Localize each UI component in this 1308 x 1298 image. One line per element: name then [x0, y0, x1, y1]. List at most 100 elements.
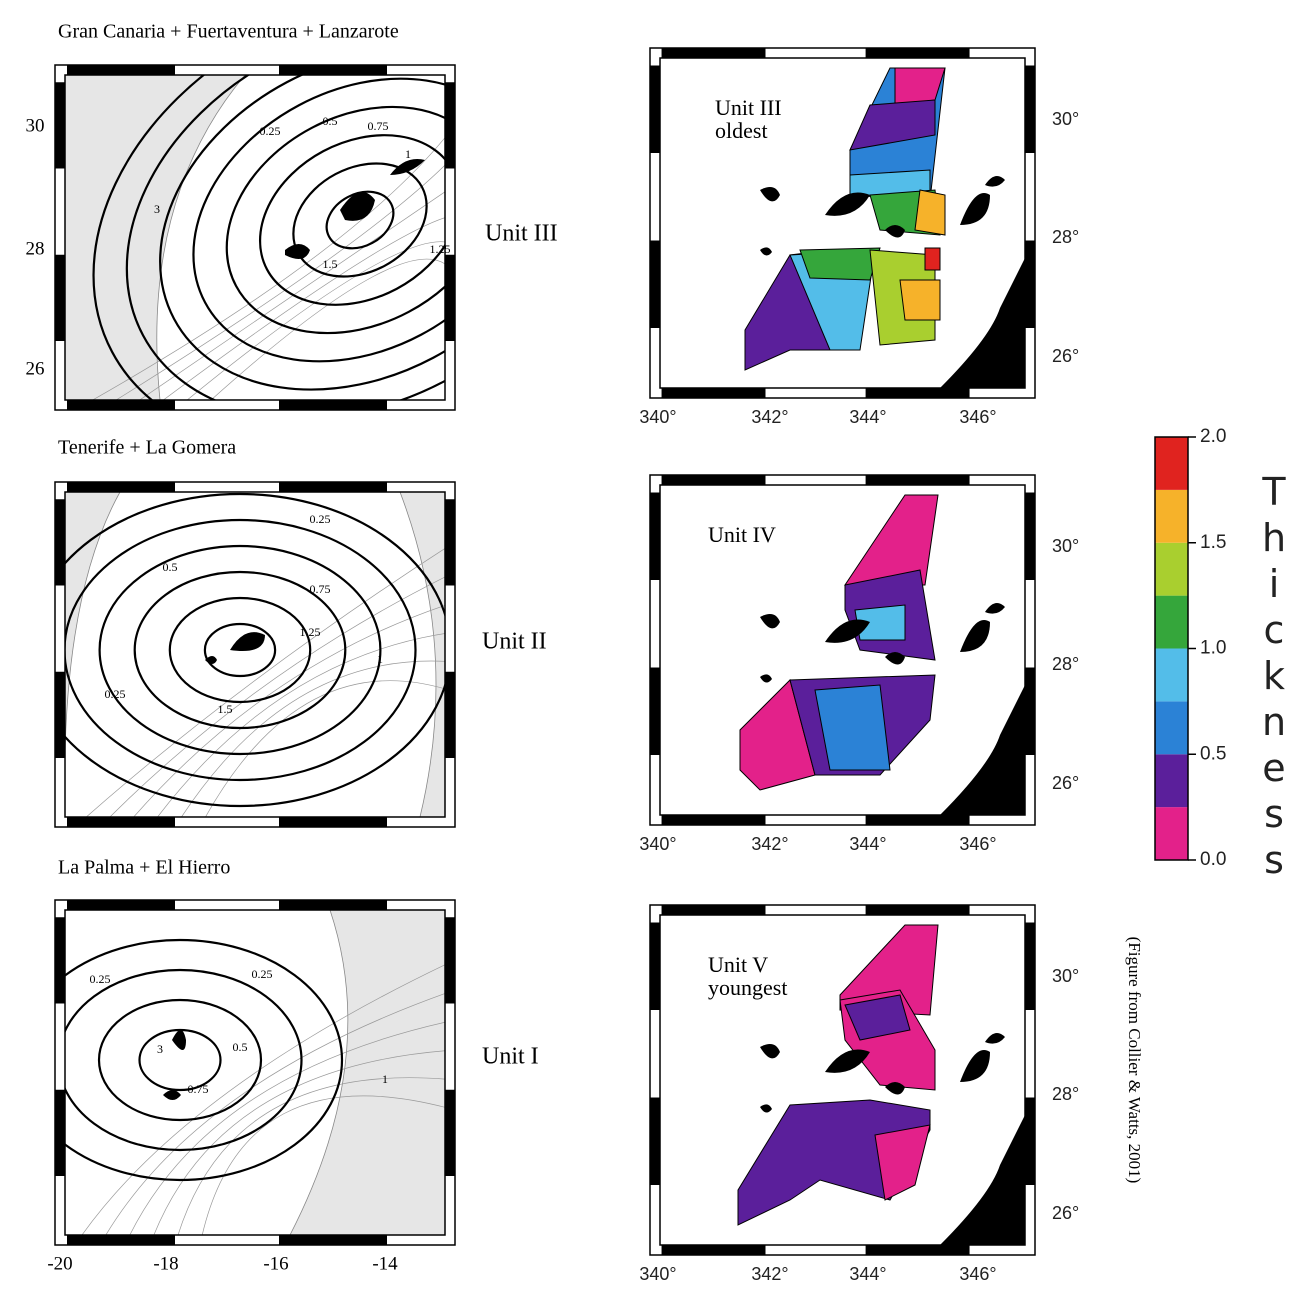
contour [98, 544, 382, 756]
frame-inner [659, 57, 1026, 389]
contour [97, 998, 263, 1122]
contour-label: 0.5 [323, 114, 338, 128]
frame-bar [650, 922, 660, 1010]
frame-bar [865, 905, 970, 915]
frame-bar [1025, 667, 1035, 755]
panel-title: Tenerife + La Gomera [58, 437, 236, 459]
map-left [65, 75, 445, 400]
bathymetry [177, 1077, 445, 1235]
y-tick-label: 28° [1052, 654, 1079, 674]
bathymetry [181, 660, 445, 817]
frame-bar [67, 65, 175, 75]
frame-bar [650, 667, 660, 755]
frame-bar [445, 917, 455, 1004]
island [825, 1049, 870, 1073]
frame-bar [650, 65, 660, 153]
colorbar-band [1155, 807, 1188, 860]
frame-bar [865, 48, 970, 58]
africa [940, 685, 1025, 815]
frame-bar [279, 482, 387, 492]
bathymetry [109, 576, 445, 817]
map-left [65, 492, 445, 817]
panel-title: La Palma + El Hierro [58, 857, 230, 879]
contour-label: 0.25 [90, 972, 111, 986]
y-tick-label: 30 [26, 115, 45, 136]
island [760, 674, 772, 683]
thickness-region [844, 494, 939, 586]
map-right [737, 924, 1025, 1245]
x-tick-label: 344° [849, 407, 886, 427]
island [760, 613, 780, 629]
frame-bar [445, 82, 455, 169]
frame-bar [67, 817, 175, 827]
colorbar-tick-label: 2.0 [1200, 426, 1226, 447]
x-tick-label: 340° [639, 407, 676, 427]
x-tick-label: 342° [751, 834, 788, 854]
contour [125, 75, 445, 400]
unit-label: Unit I [482, 1044, 539, 1070]
contour-label: 1 [405, 147, 411, 161]
frame-bar [55, 671, 65, 758]
credit: (Figure from Collier & Watts, 2001) [1125, 937, 1144, 1184]
frame-bar [865, 475, 970, 485]
island [285, 244, 310, 259]
frame-bar [661, 475, 766, 485]
frame-outer [54, 64, 456, 411]
colorbar-tick-label: 0.0 [1200, 849, 1226, 870]
land-shade [65, 75, 246, 400]
frame-bar [865, 815, 970, 825]
contour-label: 3 [157, 1042, 163, 1056]
x-tick-label: 340° [639, 834, 676, 854]
frame-bar [67, 1235, 175, 1245]
island [825, 192, 870, 216]
colorbar-band [1155, 437, 1188, 490]
y-tick-label: 28° [1052, 227, 1079, 247]
x-tick-label: 342° [751, 1264, 788, 1284]
island [885, 225, 905, 238]
contour-label: 1.25 [300, 625, 321, 639]
frame-outer [649, 474, 1036, 826]
contour-label: 3 [154, 202, 160, 216]
contour [65, 492, 445, 808]
x-tick-label: 346° [959, 407, 996, 427]
bathymetry [85, 548, 445, 817]
frame-bar [1025, 240, 1035, 328]
contour [65, 518, 417, 782]
x-tick-label: 346° [959, 1264, 996, 1284]
island [230, 632, 265, 651]
bathymetry [129, 1021, 445, 1235]
frame-bar [55, 1089, 65, 1176]
island [760, 247, 772, 256]
frame-outer [649, 47, 1036, 399]
contour-label: 0.25 [310, 512, 331, 526]
bathymetry [139, 191, 445, 400]
colorbar-band [1155, 701, 1188, 755]
island [960, 193, 990, 225]
unit-label: oldest [715, 118, 768, 143]
contour-label: 0.25 [105, 687, 126, 701]
contour-label: 1.25 [430, 242, 451, 256]
island [825, 619, 870, 643]
island [760, 186, 780, 202]
bathymetry [201, 1095, 445, 1235]
x-tick-label: -18 [153, 1253, 178, 1274]
bathymetry [133, 605, 445, 817]
frame-bar [661, 48, 766, 58]
frame-bar [445, 671, 455, 758]
unit-label: Unit III [715, 95, 782, 120]
y-tick-label: 30° [1052, 536, 1079, 556]
contour-label: 0.5 [233, 1040, 248, 1054]
contour [133, 570, 347, 730]
bathymetry [157, 633, 445, 817]
contour-label: 1.5 [218, 702, 233, 716]
frame-inner [659, 484, 1026, 816]
bathymetry [186, 241, 445, 400]
frame-outer [54, 899, 456, 1246]
contour [192, 77, 445, 363]
y-tick-label: 26° [1052, 346, 1079, 366]
contour [138, 1028, 222, 1092]
map-left [65, 910, 445, 1235]
frame-bar [55, 254, 65, 341]
